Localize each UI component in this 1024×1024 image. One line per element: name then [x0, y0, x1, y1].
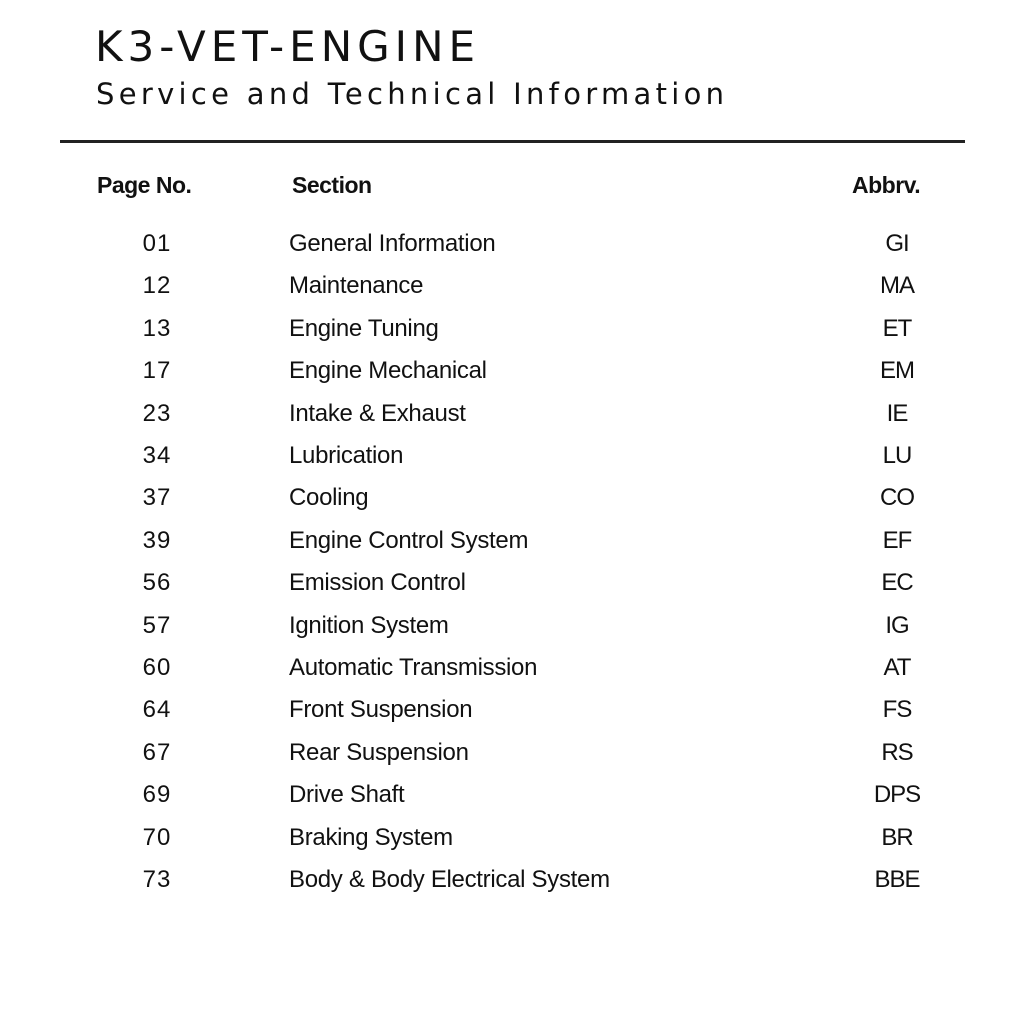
section-abbreviation: LU	[882, 442, 913, 469]
section-name: Emission Control	[289, 569, 466, 597]
table-row: 37 Cooling CO	[0, 486, 1024, 528]
page-number: 67	[142, 738, 172, 766]
section-abbreviation: DPS	[873, 781, 921, 809]
section-name: Intake & Exhaust	[289, 399, 466, 427]
page-number: 39	[142, 526, 172, 554]
section-abbreviation: IG	[885, 611, 909, 639]
section-abbreviation: AT	[883, 654, 912, 681]
section-name: Front Suspension	[289, 696, 473, 724]
page-number: 13	[142, 314, 172, 342]
page-number: 57	[142, 611, 172, 639]
table-row: 34 Lubrication LU	[0, 444, 1024, 486]
table-row: 60 Automatic Transmission AT	[0, 656, 1024, 698]
section-abbreviation: GI	[885, 230, 909, 257]
document-subtitle: Service and Technical Information	[96, 77, 729, 111]
section-abbreviation: RS	[881, 738, 913, 766]
page-number: 17	[142, 357, 172, 385]
section-name: Braking System	[289, 823, 453, 851]
divider	[60, 140, 965, 143]
table-row: 70 Braking System BR	[0, 823, 1024, 868]
section-name: General Information	[289, 230, 496, 257]
section-name: Cooling	[289, 484, 369, 512]
section-name: Ignition System	[289, 611, 449, 639]
table-row: 39 Engine Control System EF	[0, 526, 1024, 571]
section-name: Drive Shaft	[289, 781, 405, 809]
section-abbreviation: BBE	[874, 866, 920, 893]
table-row: 64 Front Suspension FS	[0, 698, 1024, 740]
page-number: 01	[142, 230, 172, 257]
section-abbreviation: EC	[881, 569, 913, 597]
page-number: 64	[142, 696, 172, 724]
table-row: 56 Emission Control EC	[0, 571, 1024, 613]
section-abbreviation: MA	[880, 272, 915, 300]
section-name: Automatic Transmission	[289, 654, 538, 681]
column-header-section: Section	[292, 172, 372, 198]
section-name: Engine Mechanical	[289, 357, 487, 385]
section-abbreviation: BR	[881, 823, 913, 851]
section-name: Rear Suspension	[289, 738, 469, 766]
section-name: Engine Tuning	[289, 314, 439, 342]
table-row: 17 Engine Mechanical EM	[0, 359, 1024, 401]
table-row: 69 Drive Shaft DPS	[0, 783, 1024, 825]
column-header-page: Page No.	[97, 172, 192, 198]
document-title: K3-VET-ENGINE	[95, 22, 481, 71]
page-number: 23	[142, 399, 172, 427]
table-row: 57 Ignition System IG	[0, 611, 1024, 656]
section-name: Body & Body Electrical System	[289, 866, 610, 893]
page-number: 37	[142, 484, 172, 512]
page-number: 56	[142, 569, 172, 597]
page-number: 34	[142, 442, 172, 469]
page-number: 70	[142, 823, 172, 851]
table-row: 13 Engine Tuning ET	[0, 314, 1024, 359]
page-number: 60	[142, 654, 172, 681]
table-row: 01 General Information GI	[0, 232, 1024, 274]
section-name: Maintenance	[289, 272, 424, 300]
section-name: Lubrication	[289, 442, 404, 469]
section-name: Engine Control System	[289, 526, 529, 554]
table-row: 23 Intake & Exhaust IE	[0, 399, 1024, 444]
section-abbreviation: EF	[882, 526, 913, 554]
page-number: 69	[142, 781, 172, 809]
section-abbreviation: CO	[880, 484, 915, 512]
column-header-abbrv: Abbrv.	[852, 172, 921, 198]
table-row: 67 Rear Suspension RS	[0, 738, 1024, 783]
page-number: 12	[142, 272, 172, 300]
section-abbreviation: EM	[880, 357, 915, 385]
section-abbreviation: FS	[882, 696, 913, 724]
page-number: 73	[142, 866, 172, 893]
section-abbreviation: IE	[886, 399, 909, 427]
table-row: 73 Body & Body Electrical System BBE	[0, 868, 1024, 910]
section-abbreviation: ET	[882, 314, 913, 342]
table-row: 12 Maintenance MA	[0, 274, 1024, 316]
